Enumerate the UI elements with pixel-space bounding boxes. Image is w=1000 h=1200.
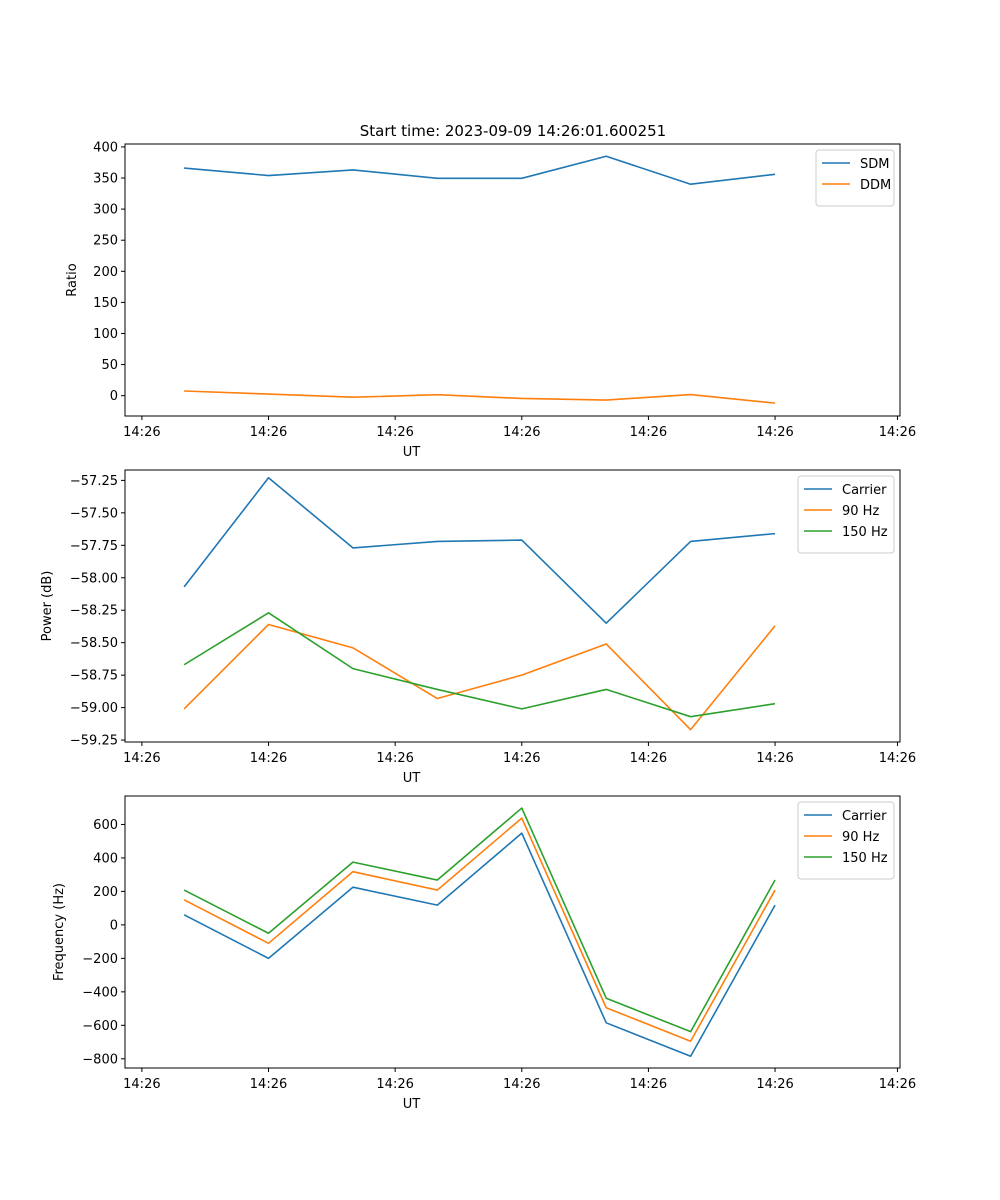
y-tick-label: −57.75 [70, 539, 118, 554]
y-tick-label: −57.25 [70, 474, 118, 489]
series-line-ddm [184, 390, 776, 404]
x-tick-label: 14:26 [376, 425, 413, 440]
y-tick-label: −200 [82, 952, 118, 967]
y-tick-label: −58.00 [70, 571, 118, 586]
axes-frame [124, 469, 901, 743]
y-tick-label: 400 [93, 140, 118, 155]
y-tick-label: 150 [93, 296, 118, 311]
series-line-90-hz [183, 817, 776, 1043]
legend-label: Carrier [842, 483, 887, 498]
subplot-3: 14:26 14:26 14:26 14:26 14:26 14:26 14:26 −800 −… [52, 795, 916, 1112]
x-tick-label: 14:26 [376, 1077, 413, 1092]
y-tick-label: −600 [82, 1019, 118, 1034]
y-tick-label: −58.75 [70, 669, 118, 684]
y-axis-label: Ratio [65, 263, 80, 296]
y-tick-label: −800 [82, 1052, 118, 1067]
y-axis-label: Power (dB) [40, 571, 55, 642]
y-tick-label: 100 [93, 327, 118, 342]
series-line-150-hz [183, 612, 776, 718]
y-tick-label: 0 [110, 389, 118, 404]
y-tick-label: −400 [82, 985, 118, 1000]
x-tick-label: 14:26 [756, 751, 793, 766]
x-tick-label: 14:26 [123, 425, 160, 440]
series-line-carrier [183, 832, 776, 1058]
x-axis-label: UT [403, 771, 421, 786]
legend: SDM DDM [815, 149, 895, 207]
subplot-2: 14:26 14:26 14:26 14:26 14:26 14:26 14:26 −59.2… [40, 469, 916, 786]
legend-label: Carrier [842, 809, 887, 824]
x-tick-label: 14:26 [250, 751, 287, 766]
x-tick-label: 14:26 [250, 425, 287, 440]
y-tick-label: 0 [110, 918, 118, 933]
x-tick-label: 14:26 [879, 425, 916, 440]
x-tick-label: 14:26 [503, 1077, 540, 1092]
series-line-150-hz [183, 807, 776, 1033]
y-tick-label: 200 [93, 885, 118, 900]
series-line-90-hz [183, 623, 776, 731]
y-tick-label: −57.50 [70, 506, 118, 521]
x-axis-label: UT [403, 445, 421, 460]
series-line-carrier [183, 476, 776, 625]
x-tick-label: 14:26 [630, 751, 667, 766]
y-tick-label: −58.50 [70, 636, 118, 651]
x-tick-label: 14:26 [123, 1077, 160, 1092]
x-tick-label: 14:26 [879, 1077, 916, 1092]
y-tick-label: 600 [93, 818, 118, 833]
legend-label: 90 Hz [842, 830, 879, 845]
axes-frame [124, 143, 901, 417]
axes-frame [124, 795, 901, 1069]
x-tick-label: 14:26 [123, 751, 160, 766]
x-tick-label: 14:26 [503, 751, 540, 766]
legend-label: 90 Hz [842, 504, 879, 519]
legend: Carrier 90 Hz 150 Hz [797, 475, 895, 554]
legend-box [797, 801, 895, 880]
x-tick-label: 14:26 [879, 751, 916, 766]
legend-label: 150 Hz [842, 525, 888, 540]
x-tick-label: 14:26 [756, 425, 793, 440]
subplot-1: 14:26 14:26 14:26 14:26 14:26 14:26 14:26 0 50 10… [65, 140, 916, 460]
legend-label: SDM [860, 157, 889, 172]
x-tick-label: 14:26 [630, 1077, 667, 1092]
legend-label: DDM [860, 178, 891, 193]
y-tick-label: 250 [93, 234, 118, 249]
y-tick-label: −59.00 [70, 701, 118, 716]
x-tick-label: 14:26 [376, 751, 413, 766]
y-tick-label: 50 [101, 358, 118, 373]
y-tick-label: 400 [93, 851, 118, 866]
x-tick-label: 14:26 [756, 1077, 793, 1092]
legend-box [797, 475, 895, 554]
x-axis-label: UT [403, 1097, 421, 1112]
y-tick-label: 350 [93, 172, 118, 187]
x-tick-label: 14:26 [503, 425, 540, 440]
figure-title: Start time: 2023-09-09 14:26:01.600251 [360, 122, 666, 140]
x-tick-label: 14:26 [250, 1077, 287, 1092]
y-tick-label: 300 [93, 203, 118, 218]
legend: Carrier 90 Hz 150 Hz [797, 801, 895, 880]
y-axis-label: Frequency (Hz) [52, 883, 67, 981]
legend-label: 150 Hz [842, 851, 888, 866]
legend-box [815, 149, 895, 207]
x-tick-label: 14:26 [630, 425, 667, 440]
y-tick-label: 200 [93, 265, 118, 280]
y-tick-label: −59.25 [70, 734, 118, 749]
series-line-sdm [184, 155, 776, 186]
y-tick-label: −58.25 [70, 604, 118, 619]
